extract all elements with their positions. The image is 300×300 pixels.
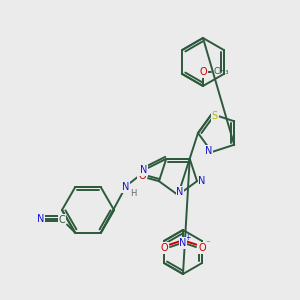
Text: N: N [140,165,147,175]
Text: O: O [199,67,207,77]
Text: ⁻: ⁻ [206,239,210,248]
Text: N: N [176,187,184,197]
Text: N: N [37,214,45,224]
Text: N: N [198,176,206,186]
Text: +: + [184,233,190,242]
Text: CH₃: CH₃ [213,67,229,76]
Text: N: N [122,182,129,192]
Text: O: O [138,171,146,181]
Text: S: S [212,111,218,121]
Text: H: H [130,189,136,198]
Text: C: C [58,214,65,224]
Text: O: O [198,243,206,253]
Text: N: N [205,146,212,156]
Text: O: O [160,243,168,253]
Text: N: N [179,238,187,248]
